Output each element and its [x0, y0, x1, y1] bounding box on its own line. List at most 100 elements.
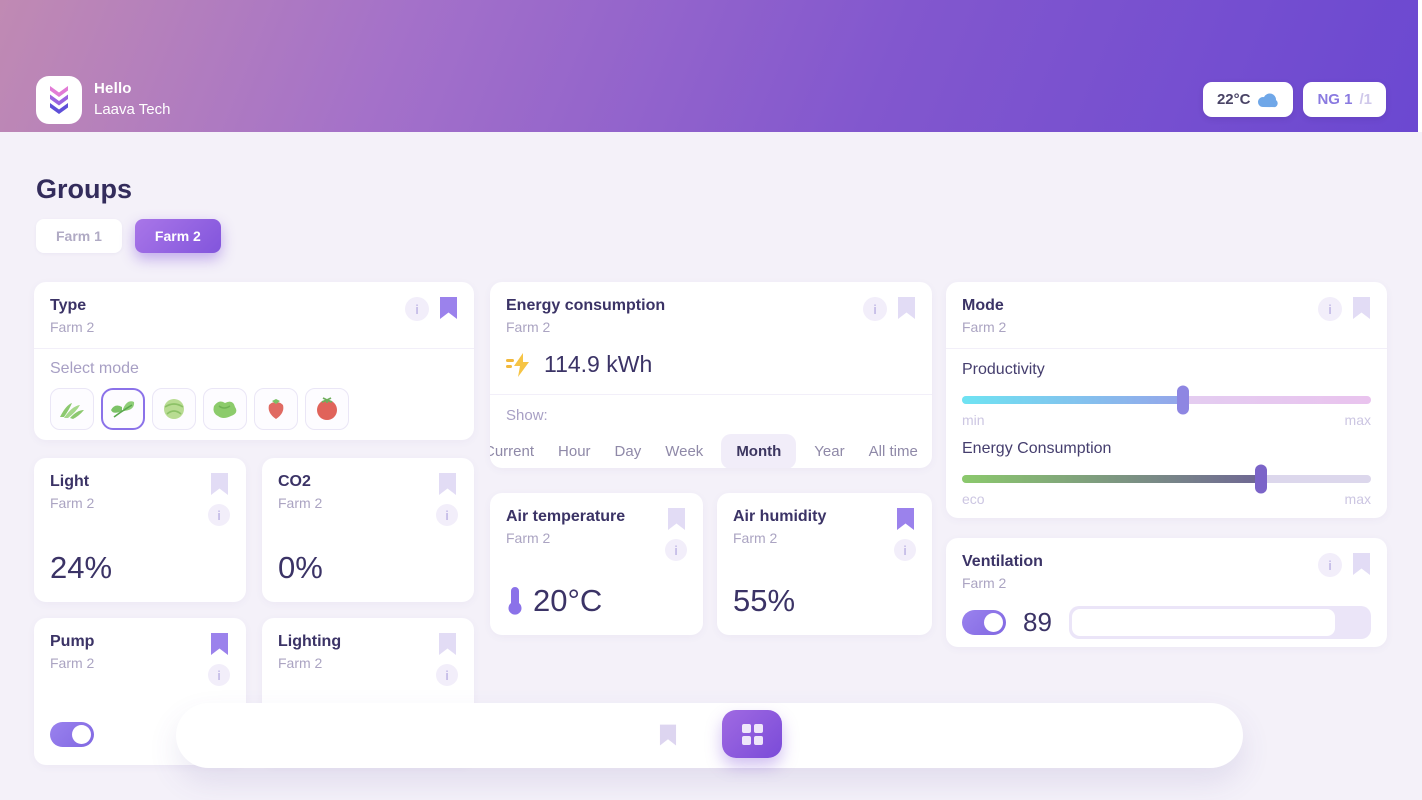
tab-day[interactable]: Day	[614, 443, 642, 460]
info-icon[interactable]: i	[894, 539, 916, 561]
productivity-slider[interactable]	[962, 385, 1371, 415]
plant-option-lettuce[interactable]	[203, 388, 247, 430]
card-energy-subtitle: Farm 2	[506, 319, 551, 335]
energy-consumption-slider-thumb[interactable]	[1254, 464, 1267, 494]
bottom-dock	[176, 703, 1243, 768]
bookmark-icon[interactable]	[438, 633, 457, 656]
divider	[946, 348, 1387, 349]
energy-max-label: max	[1344, 491, 1371, 507]
group-tabs: Farm 1 Farm 2	[36, 219, 221, 253]
info-icon[interactable]: i	[208, 664, 230, 686]
ng-badge-label: NG 1	[1317, 91, 1353, 108]
bookmark-icon[interactable]	[896, 508, 915, 531]
card-type: Type Farm 2 i Select mode	[34, 282, 474, 440]
ventilation-level-bar[interactable]	[1068, 606, 1371, 639]
card-energy-title: Energy consumption	[506, 297, 666, 314]
light-value: 24%	[50, 550, 113, 585]
info-icon[interactable]: i	[863, 297, 887, 321]
tab-current[interactable]: Current	[490, 443, 535, 460]
card-type-title: Type	[50, 297, 87, 314]
show-label: Show:	[506, 407, 548, 424]
info-icon[interactable]: i	[405, 297, 429, 321]
toggle-knob	[984, 613, 1003, 632]
card-air-temperature: Air temperature Farm 2 i 20°C	[490, 493, 703, 635]
divider	[34, 348, 474, 349]
card-air-humidity: Air humidity Farm 2 i 55%	[717, 493, 932, 635]
card-ventilation-title: Ventilation	[962, 553, 1043, 570]
thermometer-icon	[508, 587, 522, 615]
card-lighting-subtitle: Farm 2	[278, 655, 323, 671]
ventilation-toggle[interactable]	[962, 610, 1006, 635]
tab-hour[interactable]: Hour	[558, 443, 591, 460]
bookmark-icon[interactable]	[210, 633, 229, 656]
energy-eco-label: eco	[962, 491, 985, 507]
plant-option-tomato[interactable]	[305, 388, 349, 430]
bookmark-icon[interactable]	[439, 297, 458, 320]
energy-consumption-slider[interactable]	[962, 464, 1371, 494]
plant-option-basil[interactable]	[101, 388, 145, 430]
bookmark-icon[interactable]	[438, 473, 457, 496]
card-pump-title: Pump	[50, 633, 95, 650]
card-ventilation: Ventilation Farm 2 i 89	[946, 538, 1387, 647]
select-mode-label: Select mode	[50, 360, 139, 377]
card-air-humidity-subtitle: Farm 2	[733, 530, 778, 546]
plant-option-cabbage[interactable]	[152, 388, 196, 430]
weather-temperature: 22°C	[1216, 91, 1251, 108]
co2-value: 0%	[278, 550, 323, 585]
ng-badge[interactable]: NG 1/1	[1303, 82, 1386, 117]
app-logo	[36, 76, 82, 124]
strawberry-icon	[268, 399, 284, 419]
tab-farm-2[interactable]: Farm 2	[134, 219, 221, 253]
ng-badge-suffix: /1	[1359, 91, 1372, 108]
energy-consumption-label: Energy Consumption	[962, 440, 1112, 457]
energy-consumption-slider-fill	[962, 475, 1261, 483]
productivity-slider-thumb[interactable]	[1176, 385, 1189, 415]
info-icon[interactable]: i	[436, 664, 458, 686]
bookmark-icon[interactable]	[897, 297, 916, 320]
divider	[490, 394, 932, 395]
card-pump-subtitle: Farm 2	[50, 655, 95, 671]
tab-farm-1[interactable]: Farm 1	[36, 219, 122, 253]
header-badges: 22°C NG 1/1	[1202, 82, 1386, 117]
card-mode-title: Mode	[962, 297, 1004, 314]
tomato-icon	[317, 397, 337, 420]
tab-all-time[interactable]: All time	[868, 443, 918, 460]
bookmark-icon[interactable]	[1352, 297, 1371, 320]
ventilation-level-fill	[1071, 609, 1336, 636]
tab-year[interactable]: Year	[814, 443, 845, 460]
info-icon[interactable]: i	[436, 504, 458, 526]
bookmark-icon[interactable]	[667, 508, 686, 531]
plant-option-arugula[interactable]	[50, 388, 94, 430]
info-icon[interactable]: i	[1318, 553, 1342, 577]
tab-month[interactable]: Month	[721, 434, 797, 468]
scrollbar[interactable]	[1418, 0, 1422, 132]
arugula-icon	[60, 403, 84, 419]
tab-week[interactable]: Week	[665, 443, 704, 460]
info-icon[interactable]: i	[665, 539, 687, 561]
cloud-icon	[1258, 92, 1279, 107]
info-icon[interactable]: i	[208, 504, 230, 526]
card-air-temperature-subtitle: Farm 2	[506, 530, 551, 546]
pump-toggle[interactable]	[50, 722, 94, 747]
grid-menu-button[interactable]	[722, 710, 782, 758]
greeting-hello: Hello	[94, 80, 132, 97]
card-ventilation-subtitle: Farm 2	[962, 575, 1007, 591]
card-mode-subtitle: Farm 2	[962, 319, 1007, 335]
bookmark-icon[interactable]	[1352, 553, 1371, 576]
weather-badge[interactable]: 22°C	[1202, 82, 1294, 117]
card-light-subtitle: Farm 2	[50, 495, 95, 511]
dock-bookmark-icon[interactable]	[659, 724, 677, 747]
energy-value: 114.9 kWh	[544, 351, 653, 377]
energy-bolt-icon	[506, 352, 529, 377]
card-co2: CO2 Farm 2 i 0%	[262, 458, 474, 602]
page-title: Groups	[36, 174, 133, 204]
productivity-slider-fill	[962, 396, 1183, 404]
card-type-subtitle: Farm 2	[50, 319, 95, 335]
info-icon[interactable]: i	[1318, 297, 1342, 321]
bookmark-icon[interactable]	[210, 473, 229, 496]
air-temperature-value: 20°C	[533, 583, 603, 618]
plant-option-strawberry[interactable]	[254, 388, 298, 430]
productivity-label: Productivity	[962, 361, 1045, 378]
laava-leaf-icon	[50, 86, 68, 114]
basil-icon	[111, 401, 135, 418]
